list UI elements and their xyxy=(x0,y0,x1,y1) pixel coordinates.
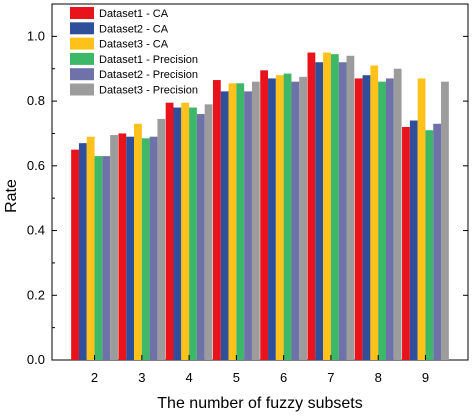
bars xyxy=(71,52,449,361)
bar xyxy=(134,123,142,360)
x-tick-label: 8 xyxy=(375,370,382,385)
bar xyxy=(228,83,237,360)
legend-label: Dataset2 - CA xyxy=(99,23,169,35)
bar xyxy=(346,55,355,360)
bar xyxy=(385,78,394,360)
bar xyxy=(362,75,371,360)
bar xyxy=(189,107,197,360)
y-tick-label: 0.6 xyxy=(27,158,45,173)
bar xyxy=(212,80,221,361)
bar xyxy=(251,81,260,361)
legend-label: Dataset1 - CA xyxy=(99,8,169,20)
bar xyxy=(118,133,127,360)
legend-swatch xyxy=(70,22,94,35)
legend: Dataset1 - CA Dataset2 - CA Dataset3 - CA D… xyxy=(70,7,198,97)
bar xyxy=(78,143,87,360)
legend-label: Dataset2 - Precision xyxy=(99,69,198,81)
x-tick-label: 5 xyxy=(233,370,240,385)
bar xyxy=(283,73,292,360)
bar xyxy=(165,102,174,361)
x-tick-label: 6 xyxy=(280,370,287,385)
bar xyxy=(196,114,205,360)
bar xyxy=(260,70,269,360)
bar xyxy=(181,102,190,361)
x-tick-label: 7 xyxy=(327,370,334,385)
bar xyxy=(236,83,245,360)
bar xyxy=(425,130,434,360)
legend-swatch xyxy=(70,7,94,19)
y-tick-label: 1.0 xyxy=(27,28,45,43)
bar xyxy=(417,78,426,360)
bar xyxy=(291,81,300,361)
bar xyxy=(141,138,150,360)
x-axis-title: The number of fuzzy subsets xyxy=(157,395,362,412)
y-tick-label: 0.8 xyxy=(27,93,45,108)
bar xyxy=(220,91,229,360)
y-tick-label: 0.2 xyxy=(27,287,45,302)
bar xyxy=(299,76,308,360)
bar xyxy=(268,78,276,360)
x-tick-label: 4 xyxy=(185,370,192,385)
legend-swatch xyxy=(70,68,94,81)
bar xyxy=(323,52,331,361)
bar xyxy=(126,136,135,360)
bar xyxy=(94,156,103,360)
bar xyxy=(204,104,213,360)
bar xyxy=(409,120,418,360)
x-tick-label: 3 xyxy=(138,370,145,385)
bar xyxy=(393,68,402,360)
bar xyxy=(173,107,182,360)
x-axis: 2 3 4 5 6 7 8 9 xyxy=(91,355,429,385)
bar xyxy=(157,118,166,360)
y-axis: 0.0 0.2 0.4 0.6 0.8 1.0 xyxy=(27,3,468,367)
bar xyxy=(402,126,410,360)
bar xyxy=(370,65,379,361)
bar xyxy=(354,78,363,360)
legend-label: Dataset3 - CA xyxy=(99,39,169,51)
legend-label: Dataset3 - Precision xyxy=(99,85,198,97)
bar xyxy=(378,81,386,361)
bar xyxy=(102,156,111,360)
y-tick-label: 0.0 xyxy=(27,352,45,367)
bar xyxy=(275,75,284,360)
bar xyxy=(244,91,252,360)
bar xyxy=(330,54,339,360)
y-tick-label: 0.4 xyxy=(27,223,45,238)
plot-frame xyxy=(51,3,469,361)
legend-swatch xyxy=(70,52,94,65)
bar xyxy=(149,136,158,360)
legend-label: Dataset1 - Precision xyxy=(99,54,198,66)
bar xyxy=(338,62,347,360)
bar xyxy=(307,52,316,361)
y-axis-title: Rate xyxy=(3,179,20,213)
bar xyxy=(86,136,95,360)
legend-swatch xyxy=(70,37,94,50)
bar xyxy=(110,135,118,360)
bar xyxy=(315,62,324,360)
bar xyxy=(441,81,449,361)
bar xyxy=(433,123,442,360)
x-tick-label: 2 xyxy=(91,370,98,385)
bar xyxy=(71,149,79,360)
legend-swatch xyxy=(70,83,94,96)
x-tick-label: 9 xyxy=(422,370,429,385)
